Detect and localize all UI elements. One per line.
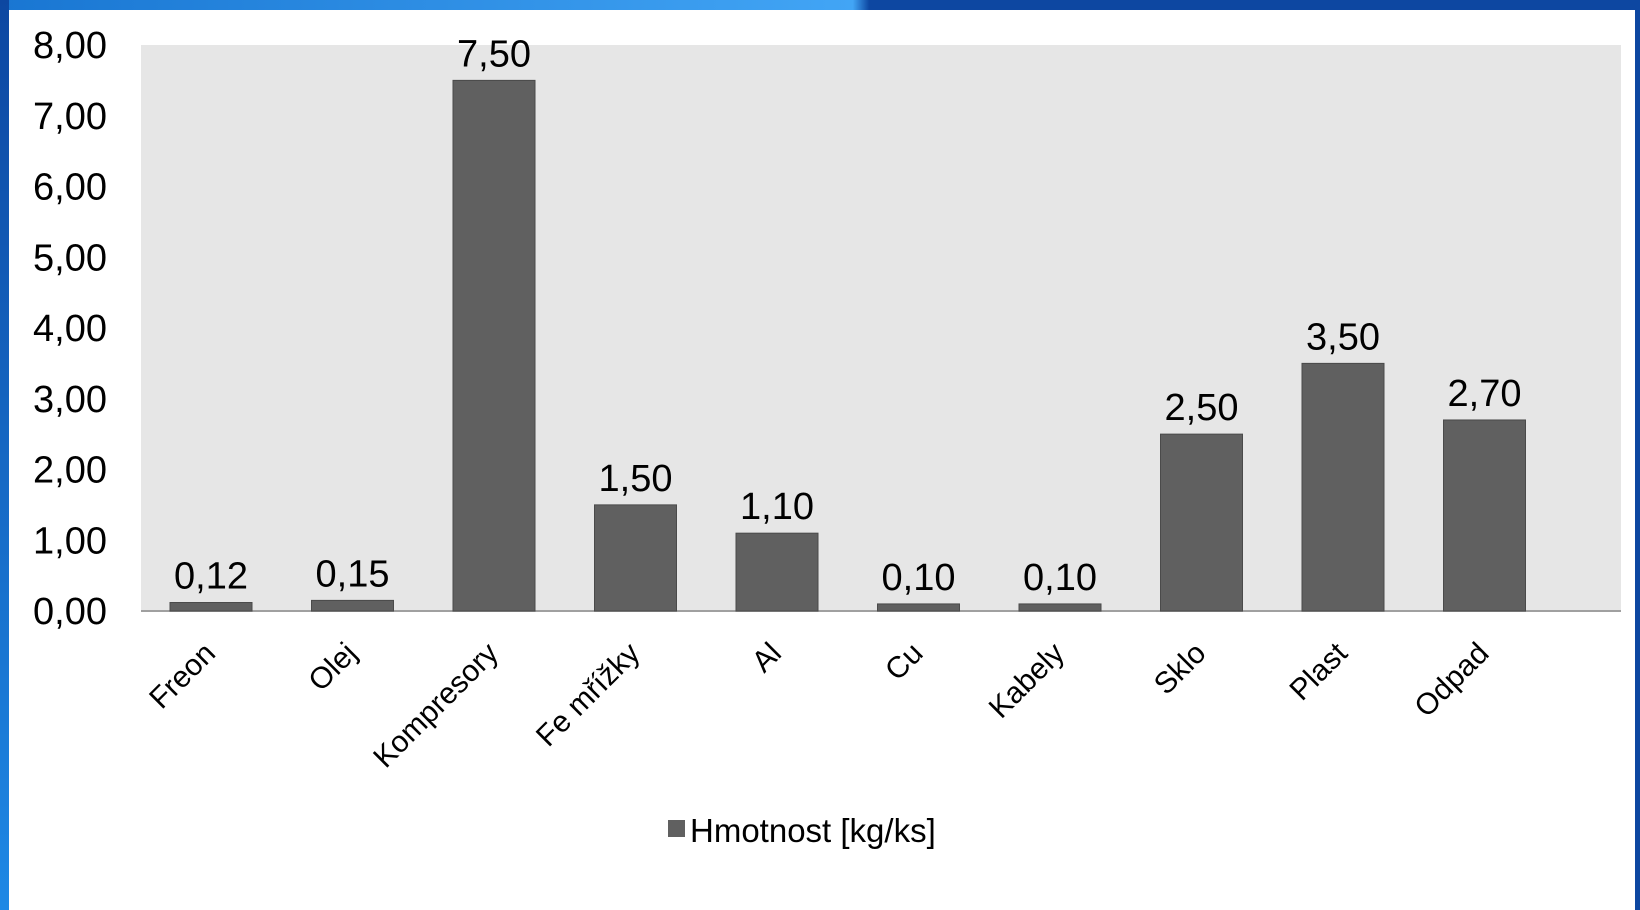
bar: [452, 79, 536, 612]
bar: [311, 599, 394, 612]
data-label: 2,70: [1448, 373, 1522, 415]
legend-swatch: [668, 820, 685, 837]
x-category-label: Kompresory: [367, 637, 505, 775]
slide-canvas: 0,00 1,00 2,00 3,00 4,00 5,00 6,00 7,00 8,00 0,1…: [9, 10, 1635, 910]
x-category-label: Olej: [302, 637, 363, 698]
y-tick-label: 6,00: [33, 167, 107, 209]
y-tick-label: 1,00: [33, 520, 107, 562]
y-axis: 0,00 1,00 2,00 3,00 4,00 5,00 6,00 7,00 8,00: [33, 25, 1621, 633]
bar-chart: 0,00 1,00 2,00 3,00 4,00 5,00 6,00 7,00 8,00 0,1…: [33, 25, 1621, 849]
y-tick-label: 7,00: [33, 96, 107, 138]
x-category-label: Cu: [879, 637, 929, 687]
y-tick-label: 8,00: [33, 25, 107, 67]
x-category-label: Plast: [1283, 636, 1354, 707]
data-label: 7,50: [457, 33, 531, 75]
x-category-label: Kabely: [983, 637, 1071, 725]
y-tick-label: 2,00: [33, 450, 107, 492]
data-label: 0,10: [882, 557, 956, 599]
data-label: 2,50: [1165, 387, 1239, 429]
data-labels-group: 0,12 0,15 7,50 1,50 1,10 0,10 0,10 2,50 3,50 2,70: [174, 33, 1521, 599]
bar: [1160, 433, 1243, 612]
data-label: 1,10: [740, 486, 814, 528]
data-label: 3,50: [1306, 316, 1380, 358]
x-axis: Freon Olej Kompresory Fe mřížky Al Cu Kabely Sk…: [143, 636, 1495, 774]
bar: [1018, 603, 1102, 612]
bar: [1301, 362, 1385, 612]
bar: [1443, 419, 1526, 612]
x-category-label: Fe mřížky: [530, 637, 646, 753]
bar: [169, 602, 253, 612]
bars-group: [169, 79, 1526, 612]
y-tick-label: 4,00: [33, 308, 107, 350]
data-label: 1,50: [599, 458, 673, 500]
legend-label: Hmotnost [kg/ks]: [690, 812, 936, 849]
y-tick-label: 5,00: [33, 237, 107, 279]
x-category-label: Odpad: [1408, 637, 1495, 724]
data-label: 0,12: [174, 556, 248, 598]
plot-area: [141, 45, 1621, 611]
data-label: 0,15: [316, 553, 390, 595]
bar: [735, 532, 819, 612]
legend: Hmotnost [kg/ks]: [668, 812, 936, 849]
window-frame-right: [1635, 0, 1640, 910]
bar: [877, 603, 960, 612]
x-category-label: Sklo: [1148, 637, 1213, 702]
window-frame-top: [0, 0, 1640, 10]
y-tick-label: 3,00: [33, 379, 107, 421]
data-label: 0,10: [1023, 557, 1097, 599]
y-tick-label: 0,00: [33, 591, 107, 633]
bar: [594, 504, 677, 612]
x-category-label: Freon: [143, 637, 222, 716]
window-frame-left: [0, 0, 9, 910]
x-category-label: Al: [746, 637, 788, 679]
